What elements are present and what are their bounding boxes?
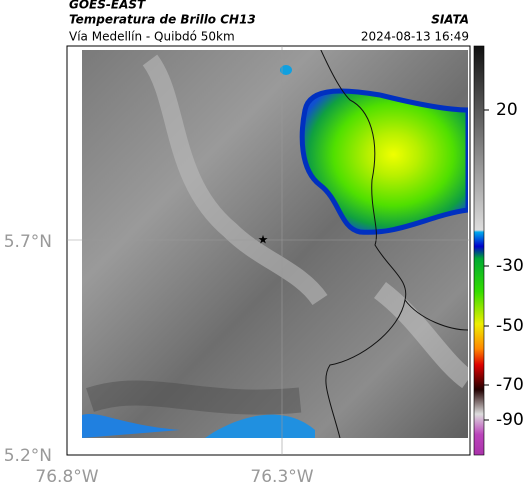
colorbar-tick-label: 20 xyxy=(496,100,518,120)
colorbar xyxy=(473,45,485,456)
lon-label: 76.3°W xyxy=(250,467,313,487)
colorbar-tick-label: -70 xyxy=(496,375,524,395)
map-frame xyxy=(66,45,471,456)
agency: SIATA xyxy=(431,13,469,27)
source: GOES-EAST xyxy=(69,0,146,12)
lon-label: 76.8°W xyxy=(35,467,98,487)
location-star: ★ xyxy=(258,233,269,247)
product: Temperatura de Brillo CH13 xyxy=(69,13,256,27)
colorbar-tick-label: -90 xyxy=(496,410,524,430)
datetime: 2024-08-13 16:49 xyxy=(361,30,469,44)
region: Vía Medellín - Quibdó 50km xyxy=(69,30,235,44)
lat-label: 5.2°N xyxy=(4,446,52,466)
colorbar-tick-label: -50 xyxy=(496,316,524,336)
map-image xyxy=(82,50,468,438)
colorbar-tick-label: -30 xyxy=(496,256,524,276)
lat-label: 5.7°N xyxy=(4,232,52,252)
